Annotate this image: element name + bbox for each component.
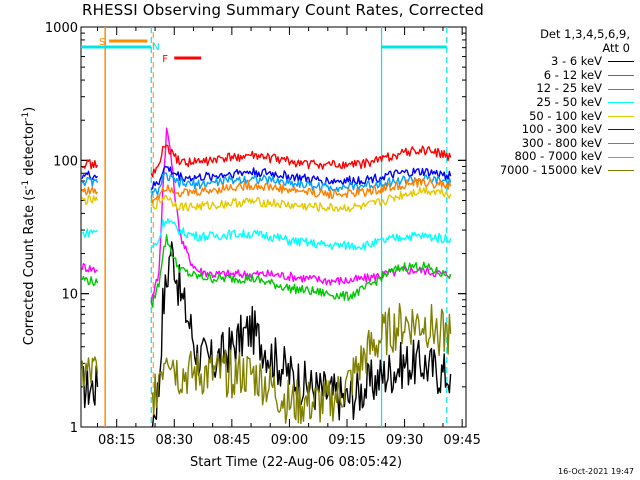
x-tick-label: 09:45: [443, 433, 480, 448]
series-line: [81, 275, 99, 287]
axis-ticks: [81, 26, 466, 428]
x-tick-label: 09:15: [328, 433, 365, 448]
y-tick-label: 1: [70, 421, 78, 436]
x-tick-label: 09:30: [386, 433, 423, 448]
series-line: [81, 263, 98, 273]
legend-label: 300 - 800 keV: [521, 135, 602, 150]
legend-swatch: [608, 61, 634, 63]
legend: Det 1,3,4,5,6,9, Att 0 3 - 6 keV 6 - 12 k…: [486, 27, 636, 178]
legend-entry: 3 - 6 keV: [486, 55, 636, 69]
legend-entry: 25 - 50 keV: [486, 94, 636, 110]
series-line: [81, 228, 99, 239]
x-tick-labels: 08:15 08:30 08:45 09:00 09:15 09:30 09:45: [98, 433, 481, 448]
series-line: [150, 234, 452, 308]
legend-swatch: [608, 75, 634, 77]
legend-swatch: [608, 88, 634, 90]
legend-label: 100 - 300 keV: [521, 122, 602, 137]
legend-label: 50 - 100 keV: [529, 108, 602, 123]
x-tick-label: 08:45: [213, 433, 250, 448]
legend-entries: 3 - 6 keV 6 - 12 keV 12 - 25 keV 25 - 50 ke…: [486, 55, 636, 177]
saa-label: S: [99, 37, 105, 48]
flare-label: F: [162, 54, 168, 65]
series-line: [81, 177, 99, 188]
x-axis-label: Start Time (22-Aug-06 08:05:42): [190, 455, 402, 470]
y-tick-label: 10: [61, 288, 78, 303]
generation-timestamp: 16-Oct-2021 19:47: [558, 467, 634, 476]
legend-header-attenuator: Att 0: [602, 40, 630, 55]
series-line: [81, 159, 99, 170]
series-line: [81, 170, 99, 180]
flag-markers: [104, 27, 448, 427]
legend-swatch: [608, 170, 634, 172]
series-line: [81, 195, 99, 206]
legend-swatch: [608, 115, 634, 117]
chart-title: RHESSI Observing Summary Count Rates, Co…: [81, 1, 484, 19]
series-line: [81, 365, 99, 409]
series-line: [150, 303, 452, 425]
x-tick-label: 09:00: [271, 433, 308, 448]
plot-frame: [80, 26, 467, 428]
series-lines: [81, 127, 452, 427]
series-line: [81, 356, 99, 388]
legend-entry: 800 - 7000 keV: [486, 150, 636, 164]
y-tick-labels: 1 10 100 1000: [45, 21, 78, 436]
y-axis-label: Corrected Count Rate (s-1 detector-1): [21, 107, 37, 345]
y-tick-label: 1000: [45, 21, 78, 36]
legend-label: 7000 - 15000 keV: [499, 162, 602, 177]
y-tick-label: 100: [53, 154, 78, 169]
legend-entry: 12 - 25 keV: [486, 82, 636, 96]
legend-entry: 50 - 100 keV: [486, 108, 636, 124]
legend-swatch: [608, 156, 634, 158]
series-line: [150, 177, 452, 204]
series-line: [150, 186, 452, 213]
legend-swatch: [608, 143, 634, 145]
x-tick-label: 08:30: [156, 433, 193, 448]
series-line: [150, 172, 452, 199]
legend-entry: 100 - 300 keV: [486, 123, 636, 137]
legend-header-detectors: Det 1,3,4,5,6,9,: [540, 27, 630, 41]
legend-entry: 300 - 800 keV: [486, 135, 636, 151]
x-tick-label: 08:15: [98, 433, 135, 448]
legend-swatch: [608, 129, 634, 131]
legend-swatch: [608, 102, 634, 104]
series-line: [81, 186, 99, 196]
legend-label: 3 - 6 keV: [551, 54, 602, 69]
flag-bars: S NF: [81, 37, 447, 65]
legend-label: 800 - 7000 keV: [514, 149, 602, 164]
legend-label: 6 - 12 keV: [543, 67, 602, 82]
legend-entry: 6 - 12 keV: [486, 67, 636, 83]
series-line: [150, 218, 452, 251]
legend-label: 12 - 25 keV: [536, 81, 602, 96]
night-label: N: [152, 42, 159, 53]
legend-label: 25 - 50 keV: [536, 94, 602, 109]
legend-entry: 7000 - 15000 keV: [486, 162, 636, 178]
series-line: [150, 144, 452, 178]
